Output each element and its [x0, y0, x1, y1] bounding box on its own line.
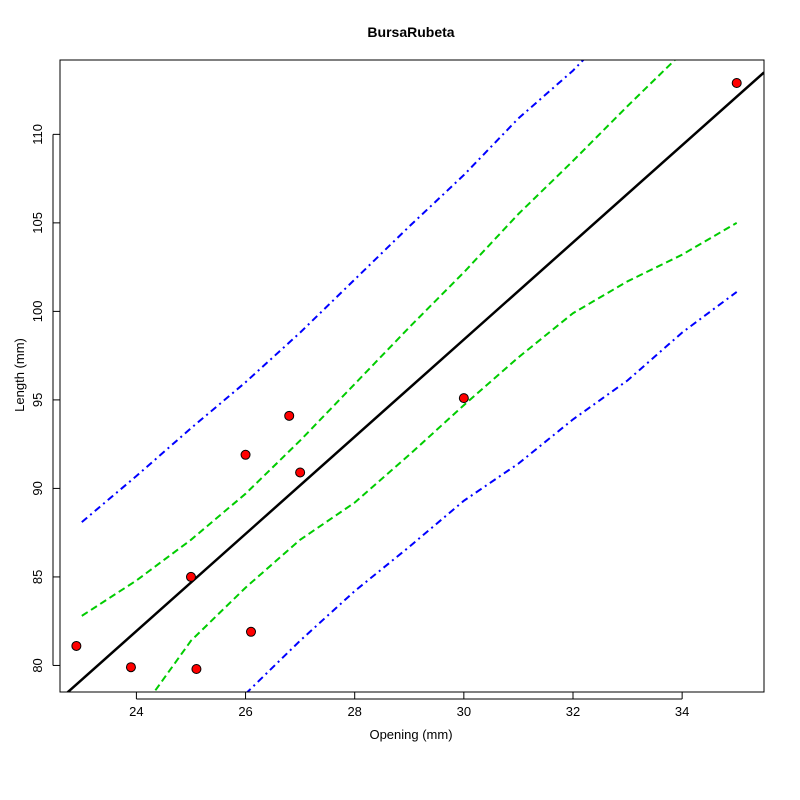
chart-title: BursaRubeta: [367, 24, 454, 40]
x-tick-label: 30: [457, 704, 471, 719]
data-point: [71, 640, 82, 651]
x-tick-label: 24: [129, 704, 143, 719]
y-tick-label: 100: [30, 301, 45, 323]
data-point: [295, 467, 306, 478]
y-tick-label: 105: [30, 212, 45, 234]
x-tick-label: 26: [238, 704, 252, 719]
axes: 24 26 28 30 32 34 80 85 90 95 100 105 110: [30, 124, 689, 719]
confidence-band-upper: [81, 60, 677, 617]
x-tick-label: 28: [347, 704, 361, 719]
plot-area: [66, 60, 764, 692]
x-tick-label: 32: [566, 704, 580, 719]
y-tick-label: 95: [30, 393, 45, 407]
plot-frame: [59, 59, 765, 693]
y-tick-label: 110: [30, 124, 45, 145]
y-axis-label: Length (mm): [12, 338, 27, 412]
confidence-band-lower: [152, 222, 738, 692]
y-tick-label: 80: [30, 658, 45, 672]
data-point: [731, 78, 742, 89]
data-point: [284, 410, 295, 421]
data-point: [191, 663, 202, 674]
y-tick-label: 90: [30, 481, 45, 495]
prediction-band-upper: [81, 60, 585, 523]
x-tick-label: 34: [675, 704, 689, 719]
data-point: [125, 662, 136, 673]
regression-line: [66, 71, 764, 692]
data-point: [458, 393, 469, 404]
data-point: [185, 571, 196, 582]
y-tick-label: 85: [30, 570, 45, 584]
prediction-band-lower: [246, 291, 738, 692]
x-axis-label: Opening (mm): [369, 727, 452, 742]
data-point: [240, 449, 251, 460]
data-point: [246, 626, 257, 637]
